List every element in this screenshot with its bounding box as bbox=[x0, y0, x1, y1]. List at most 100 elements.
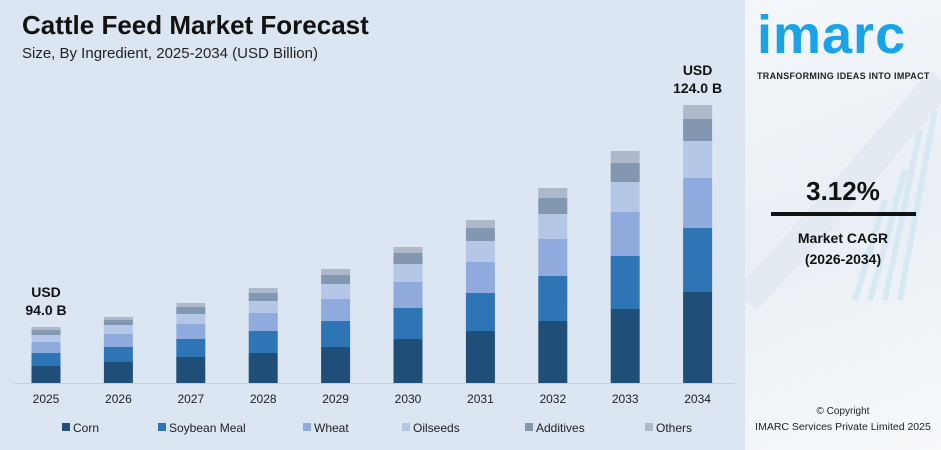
bar-segment-additives-2030 bbox=[393, 253, 423, 264]
bar-segment-oilseeds-2030 bbox=[393, 264, 423, 282]
bar-segment-others-2034 bbox=[683, 105, 713, 119]
bar-segment-oilseeds-2025 bbox=[31, 335, 61, 342]
legend-swatch bbox=[158, 423, 166, 431]
bar-segment-oilseeds-2027 bbox=[176, 314, 206, 324]
legend-swatch bbox=[525, 423, 533, 431]
data-label: USD bbox=[683, 62, 713, 78]
x-tick-label: 2034 bbox=[684, 392, 711, 406]
bar-segment-others-2027 bbox=[176, 303, 206, 307]
bar-segment-additives-2033 bbox=[610, 163, 640, 182]
bar-segment-corn-2025 bbox=[31, 366, 61, 383]
bar-segment-oilseeds-2032 bbox=[538, 214, 568, 239]
bar-segment-wheat-2034 bbox=[683, 178, 713, 228]
bar-segment-others-2025 bbox=[31, 327, 61, 330]
bar-segment-soybean-meal-2028 bbox=[248, 331, 278, 353]
legend-swatch bbox=[62, 423, 70, 431]
bar-segment-others-2026 bbox=[103, 317, 133, 320]
bar-segment-wheat-2026 bbox=[103, 334, 133, 347]
x-tick-label: 2028 bbox=[250, 392, 277, 406]
imarc-logo: imarc bbox=[757, 5, 907, 65]
bar-segment-corn-2031 bbox=[465, 331, 495, 383]
legend-swatch bbox=[402, 423, 410, 431]
x-tick-label: 2032 bbox=[539, 392, 566, 406]
bar-segment-soybean-meal-2034 bbox=[683, 228, 713, 292]
bar-segment-soybean-meal-2033 bbox=[610, 256, 640, 309]
bar-segment-corn-2027 bbox=[176, 357, 206, 383]
bar-segment-wheat-2025 bbox=[31, 342, 61, 353]
legend-label: Wheat bbox=[314, 421, 349, 435]
copyright-line2: IMARC Services Private Limited 2025 bbox=[755, 421, 931, 433]
legend-label: Corn bbox=[73, 421, 99, 435]
bar-segment-soybean-meal-2029 bbox=[321, 321, 351, 347]
bar-segment-corn-2029 bbox=[321, 347, 351, 383]
bar-segment-corn-2030 bbox=[393, 339, 423, 383]
bar-segment-soybean-meal-2025 bbox=[31, 353, 61, 366]
x-tick-label: 2030 bbox=[395, 392, 422, 406]
legend-label: Oilseeds bbox=[413, 421, 460, 435]
legend-swatch bbox=[645, 423, 653, 431]
bar-segment-additives-2034 bbox=[683, 119, 713, 141]
bar-segment-oilseeds-2026 bbox=[103, 325, 133, 334]
bar-segment-additives-2027 bbox=[176, 307, 206, 314]
x-tick-label: 2029 bbox=[322, 392, 349, 406]
bar-segment-additives-2025 bbox=[31, 330, 61, 335]
bar-segment-additives-2028 bbox=[248, 293, 278, 301]
x-tick-label: 2026 bbox=[105, 392, 132, 406]
cagr-label-text: Market CAGR bbox=[797, 230, 889, 246]
bar-segment-oilseeds-2029 bbox=[321, 284, 351, 299]
bar-segment-oilseeds-2033 bbox=[610, 182, 640, 212]
bar-segment-others-2032 bbox=[538, 188, 568, 198]
x-tick-label: 2033 bbox=[612, 392, 639, 406]
bar-segment-oilseeds-2034 bbox=[683, 141, 713, 178]
brand-tagline: TRANSFORMING IDEAS INTO IMPACT bbox=[757, 71, 930, 81]
bar-segment-oilseeds-2028 bbox=[248, 301, 278, 313]
bar-segment-soybean-meal-2031 bbox=[465, 293, 495, 331]
data-label: 94.0 B bbox=[25, 302, 66, 318]
bar-segment-corn-2033 bbox=[610, 309, 640, 383]
bar-segment-soybean-meal-2026 bbox=[103, 347, 133, 362]
bar-segment-soybean-meal-2027 bbox=[176, 339, 206, 357]
bar-segment-wheat-2029 bbox=[321, 299, 351, 321]
bar-segment-additives-2031 bbox=[465, 228, 495, 241]
bar-segment-oilseeds-2031 bbox=[465, 241, 495, 262]
bar-segment-others-2031 bbox=[465, 220, 495, 228]
cagr-value: 3.12% bbox=[806, 176, 880, 206]
chart-subtitle: Size, By Ingredient, 2025-2034 (USD Bill… bbox=[22, 45, 318, 62]
legend-swatch bbox=[303, 423, 311, 431]
bar-segment-soybean-meal-2030 bbox=[393, 308, 423, 339]
bar-segment-corn-2034 bbox=[683, 292, 713, 383]
bar-segment-corn-2028 bbox=[248, 353, 278, 383]
copyright-line1: © Copyright bbox=[816, 406, 870, 417]
data-label: USD bbox=[31, 284, 61, 300]
bar-segment-wheat-2031 bbox=[465, 262, 495, 293]
legend-label: Others bbox=[656, 421, 692, 435]
bar-segment-wheat-2027 bbox=[176, 324, 206, 339]
bar-segment-others-2028 bbox=[248, 288, 278, 293]
bar-segment-wheat-2028 bbox=[248, 313, 278, 331]
x-tick-label: 2027 bbox=[177, 392, 204, 406]
bar-segment-wheat-2033 bbox=[610, 212, 640, 256]
x-tick-label: 2031 bbox=[467, 392, 494, 406]
bar-segment-others-2033 bbox=[610, 151, 640, 163]
background-chart-graphic bbox=[745, 70, 941, 311]
bar-segment-corn-2026 bbox=[103, 362, 133, 383]
bar-segment-corn-2032 bbox=[538, 321, 568, 383]
x-tick-label: 2025 bbox=[33, 392, 60, 406]
bar-segment-wheat-2032 bbox=[538, 239, 568, 276]
chart-panel: Cattle Feed Market Forecast Size, By Ing… bbox=[14, 10, 735, 435]
bar-segment-wheat-2030 bbox=[393, 282, 423, 308]
bar-segment-additives-2026 bbox=[103, 320, 133, 325]
bar-segment-additives-2029 bbox=[321, 275, 351, 284]
bar-segment-others-2030 bbox=[393, 247, 423, 253]
cagr-period: (2026-2034) bbox=[804, 251, 882, 267]
bar-segment-others-2029 bbox=[321, 269, 351, 275]
stacked-bar-chart: 2025 2026 2027 2028 2029 2030 2031 2032 2033 2034… bbox=[14, 62, 735, 435]
chart-title: Cattle Feed Market Forecast bbox=[22, 10, 369, 40]
legend-label: Additives bbox=[536, 421, 585, 435]
data-label: 124.0 B bbox=[673, 80, 722, 96]
divider bbox=[771, 212, 916, 216]
legend-label: Soybean Meal bbox=[169, 421, 246, 435]
bar-segment-additives-2032 bbox=[538, 198, 568, 214]
bar-segment-soybean-meal-2032 bbox=[538, 276, 568, 321]
cagr-label: Market CAGR (2026-2034) bbox=[745, 228, 941, 270]
